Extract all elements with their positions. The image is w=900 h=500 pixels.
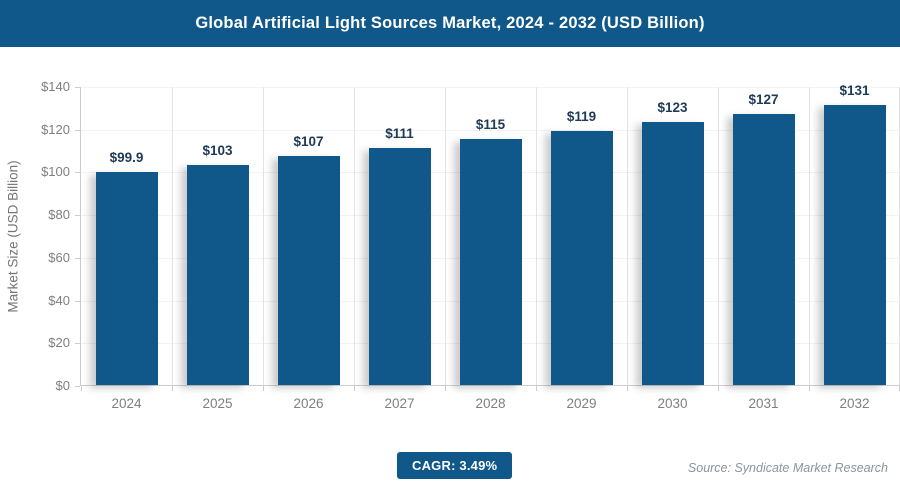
- y-tick-label: $120: [41, 121, 70, 137]
- x-tick-label: 2028: [475, 396, 506, 411]
- x-tick-mark: [172, 385, 173, 391]
- x-tick-mark: [809, 385, 810, 391]
- y-tick-label: $140: [41, 79, 70, 94]
- y-tick-label: $0: [55, 378, 70, 393]
- y-tick-mark: [75, 215, 80, 217]
- x-tick-mark: [536, 385, 537, 391]
- chart-title-band: Global Artificial Light Sources Market, …: [0, 0, 900, 47]
- source-credit: Source: Syndicate Market Research: [687, 461, 888, 475]
- plot-area: $99.9 2024 $103 2025 $107 2026 $111 2027 $115 202…: [80, 83, 900, 411]
- bar-value-label: $123: [657, 100, 688, 116]
- vertical-gridline: [809, 87, 810, 385]
- bar-2027: [368, 147, 431, 385]
- chart-title: Global Artificial Light Sources Market, …: [195, 14, 705, 32]
- x-tick-mark: [445, 385, 446, 391]
- y-tick-label: $100: [41, 164, 70, 180]
- y-tick-mark: [75, 129, 80, 131]
- x-tick-label: 2029: [566, 396, 597, 411]
- vertical-gridline: [354, 87, 355, 385]
- bar-value-label: $107: [293, 134, 324, 150]
- bar-2032: [823, 105, 886, 385]
- bar-value-label: $103: [202, 143, 233, 159]
- y-tick-label: $60: [48, 249, 70, 265]
- x-tick-label: 2030: [657, 396, 688, 411]
- x-tick-label: 2031: [748, 396, 779, 411]
- bar-value-label: $111: [385, 125, 414, 141]
- y-axis-title: Market Size (USD Billion): [5, 160, 21, 313]
- bar-value-label: $99.9: [109, 149, 144, 165]
- vertical-gridline: [172, 87, 173, 385]
- bar-2028: [459, 139, 522, 385]
- y-tick-mark: [75, 87, 80, 88]
- y-tick-mark: [75, 343, 80, 345]
- x-tick-mark: [263, 385, 264, 391]
- bar-value-label: $131: [839, 83, 870, 99]
- y-tick-mark: [75, 172, 80, 174]
- y-tick-label: $20: [48, 335, 70, 351]
- x-tick-label: 2027: [384, 396, 415, 411]
- y-tick-label: $40: [48, 292, 70, 308]
- bar-value-label: $115: [475, 117, 506, 133]
- x-tick-mark: [81, 385, 82, 391]
- bar-2029: [550, 130, 613, 385]
- x-tick-label: 2032: [839, 396, 870, 411]
- y-tick-mark: [75, 257, 80, 259]
- x-tick-mark: [627, 385, 628, 391]
- x-tick-mark: [354, 385, 355, 391]
- bar-2030: [641, 122, 704, 385]
- x-tick-label: 2025: [202, 396, 233, 411]
- vertical-gridline: [718, 87, 719, 385]
- vertical-gridline: [536, 87, 537, 385]
- vertical-gridline: [263, 87, 264, 385]
- x-tick-mark: [718, 385, 719, 391]
- vertical-gridline: [445, 87, 446, 385]
- cagr-badge: CAGR: 3.49%: [397, 452, 513, 479]
- y-tick-mark: [75, 386, 80, 387]
- bar-2024: [95, 171, 158, 385]
- bar-2031: [732, 113, 795, 385]
- bar-value-label: $119: [566, 108, 597, 124]
- bar-2025: [186, 165, 249, 385]
- bar-2026: [277, 156, 340, 385]
- cagr-label: CAGR: 3.49%: [412, 458, 498, 473]
- x-tick-label: 2024: [111, 396, 142, 411]
- x-tick-label: 2026: [293, 396, 324, 411]
- vertical-gridline: [627, 87, 628, 385]
- horizontal-gridline: [81, 87, 899, 88]
- y-tick-mark: [75, 300, 80, 302]
- y-tick-label: $80: [48, 207, 70, 223]
- horizontal-gridline: [81, 129, 899, 131]
- bar-value-label: $127: [748, 91, 779, 107]
